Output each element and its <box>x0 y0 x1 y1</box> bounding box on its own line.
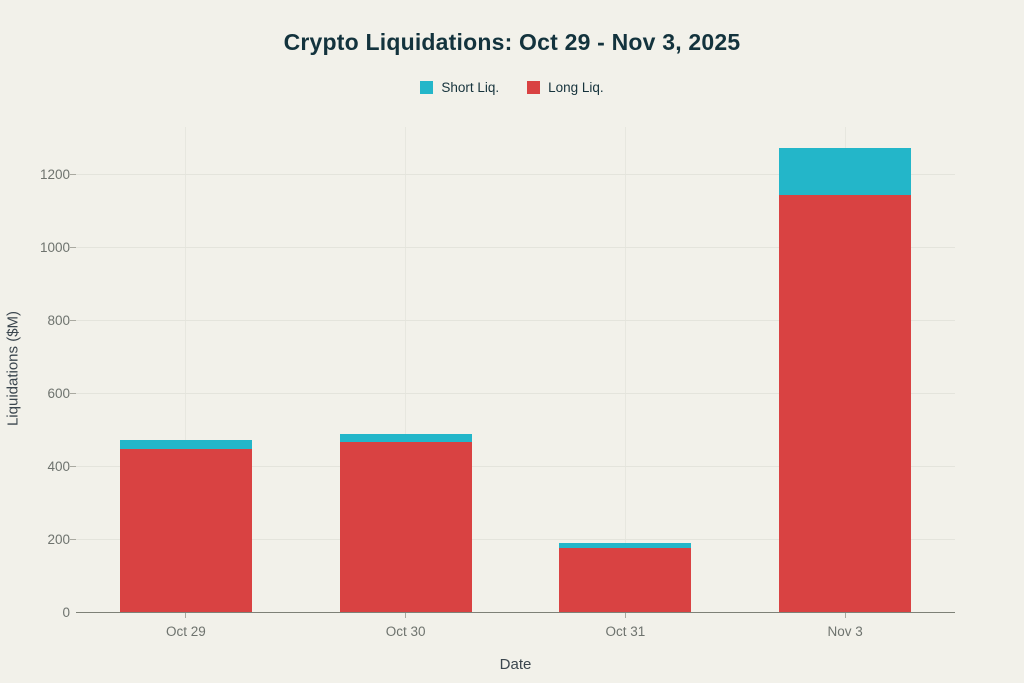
horizontal-gridline <box>76 320 955 322</box>
horizontal-gridline <box>76 539 955 541</box>
y-axis-tick <box>70 539 76 541</box>
x-axis-tick <box>844 613 846 618</box>
y-tick-label: 1000 <box>39 239 70 255</box>
bar-segment-short-liq <box>339 434 472 443</box>
x-tick-label: Oct 29 <box>165 624 206 639</box>
y-axis-tick <box>70 320 76 322</box>
x-axis-tick <box>185 613 187 618</box>
chart-title: Crypto Liquidations: Oct 29 - Nov 3, 202… <box>283 29 741 55</box>
bar-segment-long-liq <box>339 442 472 612</box>
bar-segment-short-liq <box>559 542 692 549</box>
y-tick-label: 200 <box>47 531 70 547</box>
x-axis-title: Date <box>499 656 532 673</box>
vertical-gridline <box>185 127 187 612</box>
bar-segment-short-liq <box>119 440 252 450</box>
horizontal-gridline <box>76 174 955 175</box>
y-tick-label: 0 <box>62 605 70 620</box>
x-tick-label: Oct 30 <box>385 624 426 639</box>
legend-label-short-liq: Short Liq. <box>441 80 500 95</box>
bar-segment-short-liq <box>779 147 912 196</box>
legend-label-long-liq: Long Liq. <box>548 80 604 95</box>
plot-area: 0 200 400 600 800 1000 1200 Oct 29 Oct 30 Oct 31 N… <box>40 127 955 639</box>
y-tick-label: 400 <box>47 458 70 474</box>
vertical-gridline <box>405 127 407 612</box>
long-liq-swatch-icon <box>527 81 541 94</box>
x-tick-label: Oct 31 <box>605 624 646 639</box>
legend-item-long-liq: Long Liq. <box>527 80 604 95</box>
y-axis-tick <box>70 393 76 395</box>
legend: Short Liq. Long Liq. <box>0 80 1024 95</box>
x-axis-tick <box>405 613 407 618</box>
y-tick-label: 800 <box>47 312 70 328</box>
horizontal-gridline <box>76 466 955 468</box>
short-liq-swatch-icon <box>420 81 434 94</box>
y-tick-label: 600 <box>47 385 70 401</box>
vertical-gridline <box>624 127 626 612</box>
x-tick-label: Nov 3 <box>827 624 863 639</box>
bar-segment-long-liq <box>119 449 252 612</box>
y-axis-tick <box>70 247 76 249</box>
horizontal-gridline <box>76 393 955 395</box>
bar-segment-long-liq <box>559 548 692 612</box>
y-axis-tick <box>70 466 76 468</box>
y-axis-tick <box>70 174 76 175</box>
x-axis-tick <box>624 613 626 618</box>
y-tick-label: 1200 <box>39 166 70 182</box>
bar-segment-long-liq <box>779 195 912 612</box>
legend-item-short-liq: Short Liq. <box>420 80 499 95</box>
horizontal-gridline <box>76 247 955 249</box>
